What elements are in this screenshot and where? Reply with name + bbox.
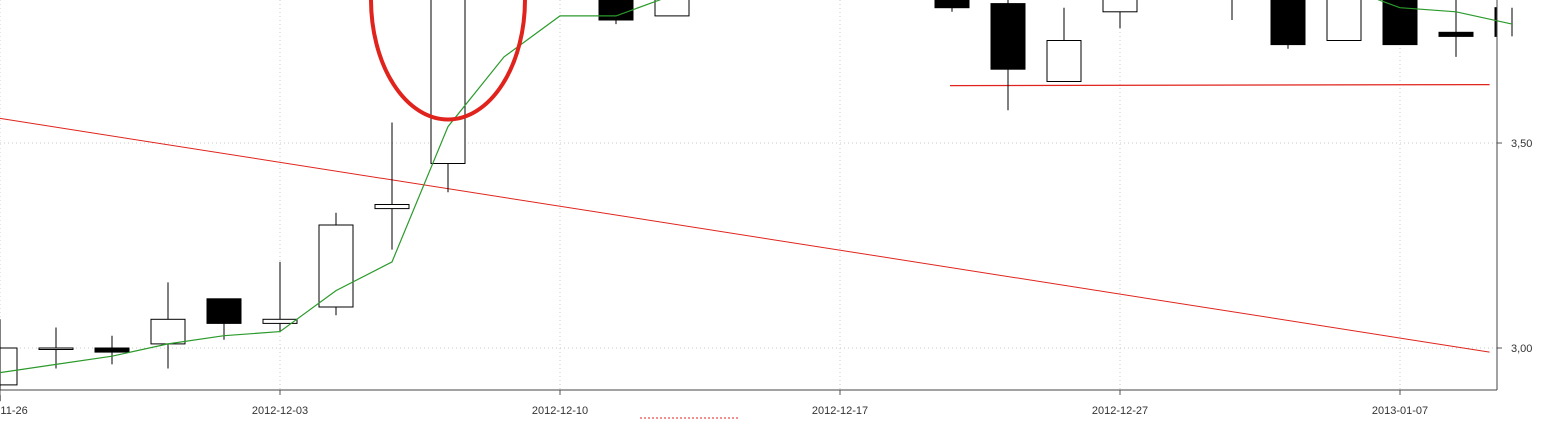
candle-body-down (990, 3, 1026, 70)
candle-body-down (598, 0, 634, 21)
candle (0, 319, 18, 402)
candle-body-down (94, 347, 130, 353)
candle-body-up (38, 347, 74, 350)
candle-body-down (1382, 0, 1418, 46)
candle-body-down (934, 0, 970, 9)
candle (430, 0, 466, 193)
x-tick-label: 2012-12-17 (812, 405, 868, 417)
candle (1231, 0, 1233, 20)
grid-lines (0, 0, 1497, 390)
candle (150, 282, 186, 369)
candle-body-up (1102, 0, 1138, 13)
candles (0, 0, 1513, 402)
candle (990, 0, 1026, 111)
x-tick-label: 2013-01-07 (1372, 405, 1428, 417)
candle-body-down (206, 298, 242, 324)
x-tick-label: 2012-11-26 (0, 405, 28, 417)
x-tick-label: 2012-12-27 (1092, 405, 1148, 417)
candle-body-up (150, 318, 186, 345)
candle-body-up (1046, 40, 1082, 82)
candle (1046, 7, 1082, 82)
candle (1382, 0, 1418, 46)
candle (1326, 0, 1362, 41)
candle (94, 335, 130, 365)
y-tick-label: 3,50 (1511, 138, 1532, 150)
x-tick-label: 2012-12-10 (532, 405, 588, 417)
candle-body-up (0, 347, 18, 386)
candle-body-down (1270, 0, 1306, 46)
candle (934, 0, 970, 12)
candle (38, 327, 74, 369)
moving-average-line (0, 0, 1513, 374)
candle-body-up (318, 224, 354, 308)
candle-body-up (430, 0, 466, 165)
candle-body-up (1326, 0, 1362, 41)
highlight-ellipse (369, 0, 527, 122)
candle (374, 122, 410, 250)
moving-average (0, 0, 1513, 374)
candle (206, 298, 242, 340)
support-line (949, 83, 1490, 87)
candle (262, 261, 298, 332)
downtrend-line (0, 117, 1490, 353)
candle-body-down (1438, 31, 1474, 37)
overlays: 23.6% 4.36 (0, 83, 1490, 353)
annotations (369, 0, 740, 419)
candle (1438, 0, 1474, 57)
candle (598, 0, 634, 25)
x-tick-label: 2012-12-03 (252, 405, 308, 417)
candle (318, 212, 354, 316)
axes: 3,003,504,004,502012-11-262012-12-032012… (0, 0, 1532, 417)
candle (1102, 0, 1138, 29)
y-tick-label: 3,00 (1511, 343, 1532, 355)
candle (1270, 0, 1306, 49)
candle-body-up (262, 318, 298, 324)
candle-body-up (654, 0, 690, 17)
candle (654, 0, 690, 17)
candle-body-up (374, 204, 410, 210)
